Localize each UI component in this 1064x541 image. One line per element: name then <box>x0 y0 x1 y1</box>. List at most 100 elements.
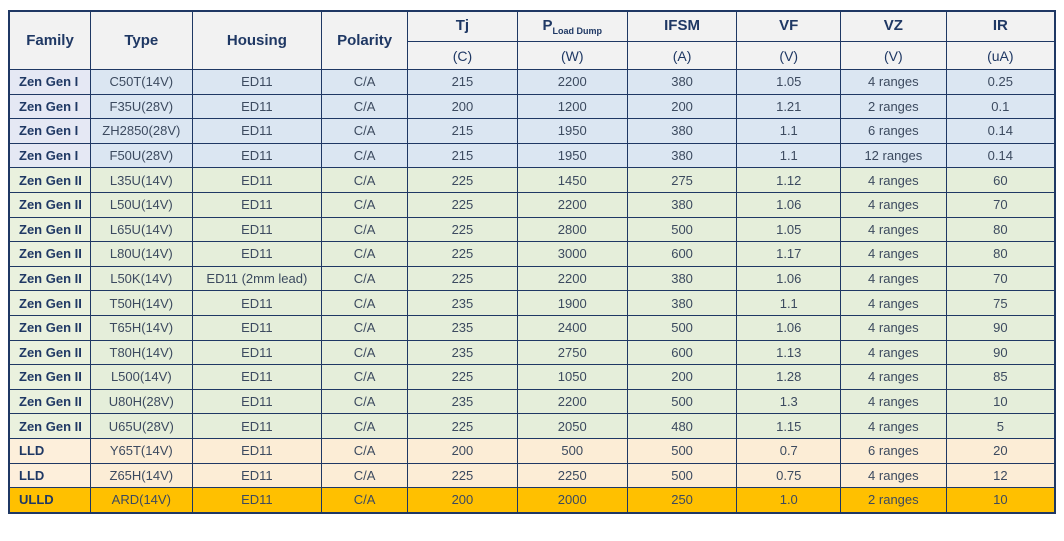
p-load-dump-cell: 2400 <box>516 314 628 341</box>
vf-cell: 1.05 <box>736 216 842 243</box>
table-row: Zen Gen II L500(14V) ED11 C/A 225 1050 200 1.28… <box>8 364 1056 390</box>
tj-cell: 235 <box>407 314 518 341</box>
col-header-ifsm: IFSM <box>626 10 738 42</box>
col-header-housing: Housing <box>191 10 323 70</box>
polarity-cell: C/A <box>321 142 408 169</box>
housing-cell: ED11 <box>191 413 323 439</box>
ir-cell: 10 <box>945 388 1056 415</box>
ir-cell: 0.1 <box>945 93 1056 120</box>
vf-cell: 0.75 <box>736 462 842 489</box>
polarity-cell: C/A <box>321 265 408 292</box>
unit-vz: (V) <box>840 41 947 70</box>
p-load-dump-cell: 2250 <box>516 462 628 489</box>
family-cell: Zen Gen I <box>8 118 92 144</box>
tj-cell: 200 <box>407 487 518 514</box>
p-load-dump-cell: 500 <box>516 437 628 464</box>
vf-cell: 1.1 <box>736 118 842 144</box>
ifsm-cell: 600 <box>626 241 738 267</box>
type-cell: ZH2850(28V) <box>90 118 193 144</box>
ifsm-cell: 500 <box>626 437 738 464</box>
vf-cell: 1.3 <box>736 388 842 415</box>
family-cell: Zen Gen II <box>8 364 92 390</box>
table-row: Zen Gen I C50T(14V) ED11 C/A 215 2200 380 1.05 4… <box>8 69 1056 95</box>
housing-cell: ED11 <box>191 142 323 169</box>
diode-spec-table: Family Type Housing Polarity Tj PLoad Du… <box>8 10 1056 514</box>
type-cell: L80U(14V) <box>90 241 193 267</box>
table-row: Zen Gen II L65U(14V) ED11 C/A 225 2800 500 1.05… <box>8 216 1056 243</box>
tj-cell: 215 <box>407 118 518 144</box>
ifsm-cell: 480 <box>626 413 738 439</box>
housing-cell: ED11 <box>191 290 323 316</box>
housing-cell: ED11 <box>191 388 323 415</box>
vz-cell: 4 ranges <box>840 290 947 316</box>
ir-cell: 0.14 <box>945 118 1056 144</box>
p-load-dump-cell: 2200 <box>516 191 628 218</box>
unit-vf: (V) <box>736 41 842 70</box>
table-row: Zen Gen II L50K(14V) ED11 (2mm lead) C/A 225… <box>8 265 1056 292</box>
polarity-cell: C/A <box>321 167 408 193</box>
type-cell: U65U(28V) <box>90 413 193 439</box>
p-load-dump-cell: 1900 <box>516 290 628 316</box>
ifsm-cell: 500 <box>626 314 738 341</box>
type-cell: T50H(14V) <box>90 290 193 316</box>
ifsm-cell: 380 <box>626 69 738 95</box>
type-cell: F50U(28V) <box>90 142 193 169</box>
p-load-dump-cell: 2200 <box>516 69 628 95</box>
ir-cell: 85 <box>945 364 1056 390</box>
polarity-cell: C/A <box>321 241 408 267</box>
unit-tj: (C) <box>407 41 518 70</box>
ifsm-cell: 200 <box>626 93 738 120</box>
tj-cell: 225 <box>407 462 518 489</box>
polarity-cell: C/A <box>321 216 408 243</box>
ifsm-cell: 380 <box>626 191 738 218</box>
vf-cell: 1.28 <box>736 364 842 390</box>
housing-cell: ED11 <box>191 191 323 218</box>
col-header-polarity: Polarity <box>321 10 408 70</box>
polarity-cell: C/A <box>321 339 408 366</box>
table-row: Zen Gen II L50U(14V) ED11 C/A 225 2200 380 1.06… <box>8 191 1056 218</box>
table-row: Zen Gen II L80U(14V) ED11 C/A 225 3000 600 1.17… <box>8 241 1056 267</box>
ir-cell: 12 <box>945 462 1056 489</box>
table-row: Zen Gen II T80H(14V) ED11 C/A 235 2750 600 1.13… <box>8 339 1056 366</box>
p-load-dump-cell: 2050 <box>516 413 628 439</box>
ifsm-cell: 250 <box>626 487 738 514</box>
housing-cell: ED11 <box>191 167 323 193</box>
vf-cell: 1.1 <box>736 290 842 316</box>
vz-cell: 4 ranges <box>840 167 947 193</box>
vf-cell: 1.17 <box>736 241 842 267</box>
p-load-dump-cell: 2750 <box>516 339 628 366</box>
polarity-cell: C/A <box>321 487 408 514</box>
type-cell: F35U(28V) <box>90 93 193 120</box>
ir-cell: 10 <box>945 487 1056 514</box>
vz-cell: 4 ranges <box>840 364 947 390</box>
tj-cell: 225 <box>407 191 518 218</box>
header-row-units: (C) (W) (A) (V) (V) (uA) <box>9 41 1056 70</box>
ir-cell: 90 <box>945 314 1056 341</box>
housing-cell: ED11 <box>191 339 323 366</box>
p-load-dump-cell: 3000 <box>516 241 628 267</box>
table-body: Zen Gen I C50T(14V) ED11 C/A 215 2200 380 1.05 4… <box>8 69 1056 514</box>
tj-cell: 225 <box>407 413 518 439</box>
tj-cell: 235 <box>407 339 518 366</box>
polarity-cell: C/A <box>321 290 408 316</box>
ifsm-cell: 380 <box>626 290 738 316</box>
table-row: Zen Gen I F50U(28V) ED11 C/A 215 1950 380 1.1 12… <box>8 142 1056 169</box>
family-cell: Zen Gen II <box>8 413 92 439</box>
type-cell: ARD(14V) <box>90 487 193 514</box>
polarity-cell: C/A <box>321 69 408 95</box>
type-cell: L50K(14V) <box>90 265 193 292</box>
ifsm-cell: 380 <box>626 142 738 169</box>
p-load-dump-cell: 1050 <box>516 364 628 390</box>
col-header-vf: VF <box>736 10 842 42</box>
ifsm-cell: 275 <box>626 167 738 193</box>
vz-cell: 4 ranges <box>840 314 947 341</box>
vz-cell: 4 ranges <box>840 241 947 267</box>
col-header-p-load-dump: PLoad Dump <box>516 10 628 42</box>
ir-cell: 5 <box>945 413 1056 439</box>
family-cell: ULLD <box>8 487 92 514</box>
vz-cell: 4 ranges <box>840 191 947 218</box>
col-header-tj: Tj <box>407 10 518 42</box>
family-cell: Zen Gen II <box>8 191 92 218</box>
ir-cell: 60 <box>945 167 1056 193</box>
ifsm-cell: 380 <box>626 118 738 144</box>
